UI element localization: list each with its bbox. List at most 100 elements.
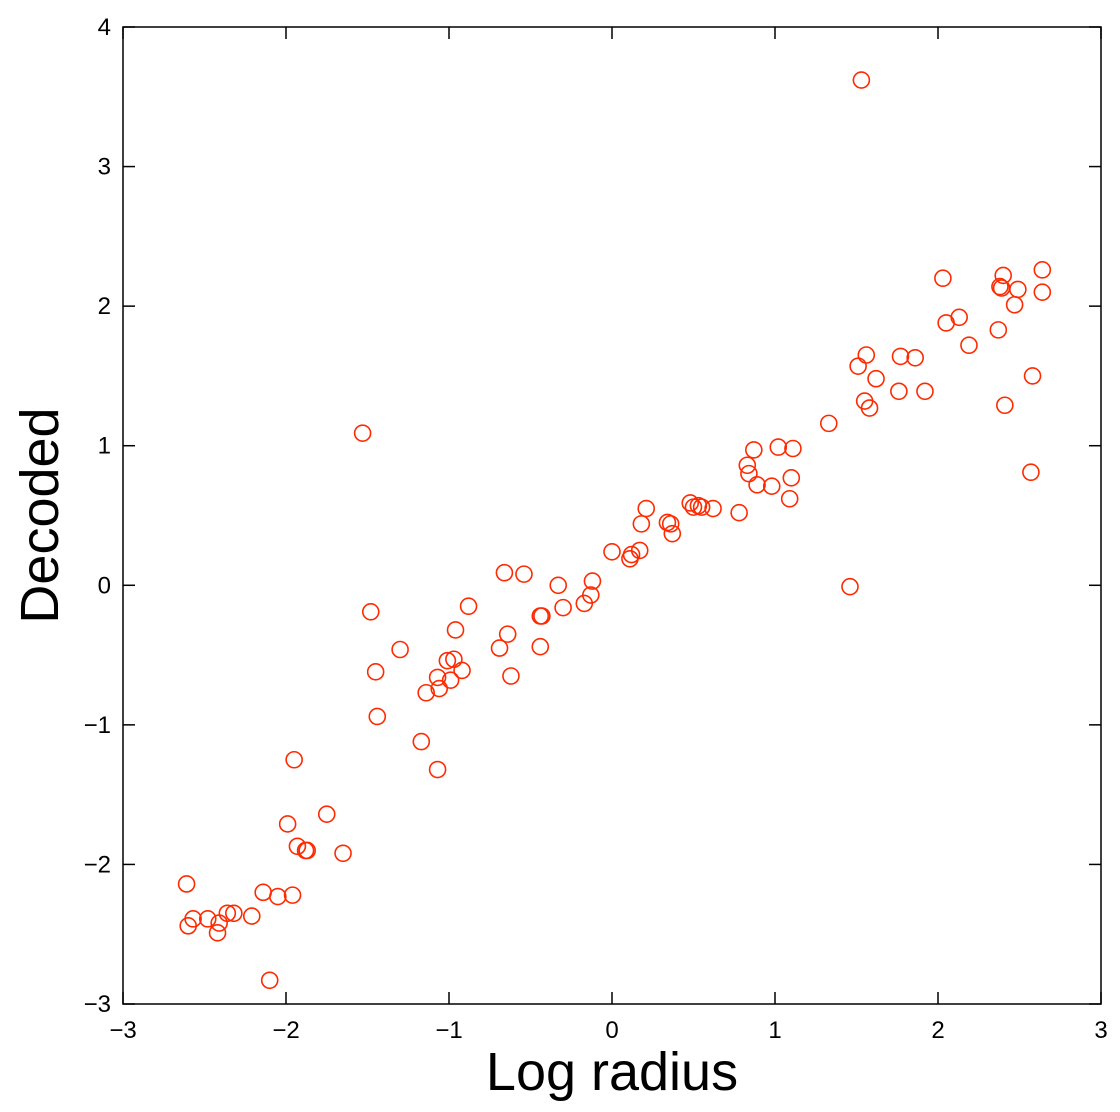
data-point	[502, 667, 520, 685]
data-point	[849, 357, 867, 375]
data-points	[177, 71, 1052, 990]
data-point	[285, 750, 303, 769]
data-point	[1033, 283, 1052, 301]
x-tick-label: −1	[435, 1017, 462, 1044]
data-point	[637, 499, 656, 518]
data-point	[780, 489, 799, 508]
data-point	[549, 576, 568, 595]
data-point	[498, 625, 517, 643]
data-point	[269, 887, 287, 906]
y-axis-label: Decoded	[10, 407, 70, 623]
data-point	[819, 414, 838, 433]
data-point	[934, 269, 952, 288]
data-point	[515, 565, 533, 583]
data-point	[441, 671, 460, 689]
data-point	[860, 399, 879, 417]
data-point	[630, 541, 649, 560]
data-point	[254, 883, 272, 902]
data-point	[317, 805, 336, 823]
data-point	[218, 904, 237, 923]
data-point	[260, 971, 279, 990]
y-tick-label: −2	[84, 851, 111, 878]
data-point	[417, 683, 435, 702]
data-point	[632, 515, 651, 533]
x-tick-label: 3	[1094, 1017, 1107, 1044]
data-point	[1033, 261, 1052, 279]
y-tick-label: 3	[98, 154, 111, 181]
data-point	[366, 663, 385, 681]
data-point	[906, 348, 924, 367]
data-point	[430, 679, 449, 698]
data-point	[890, 382, 908, 401]
data-point	[353, 424, 372, 442]
y-tick-label: −1	[84, 712, 111, 739]
data-point	[891, 347, 910, 366]
data-point	[1005, 295, 1024, 314]
y-tick-label: 1	[98, 433, 111, 460]
data-point	[994, 266, 1013, 285]
plot-frame	[122, 26, 1102, 1005]
data-point	[453, 661, 471, 680]
data-point	[857, 346, 876, 364]
data-point	[361, 603, 380, 621]
data-point	[784, 439, 802, 458]
data-point	[208, 924, 227, 942]
data-point	[368, 707, 387, 726]
data-point	[210, 914, 228, 932]
data-point	[184, 910, 202, 928]
y-axis-ticks: −3 −2 −1 0 1 2 3 4	[84, 14, 1101, 1018]
data-point	[704, 499, 722, 518]
data-point	[583, 572, 602, 590]
data-point	[852, 71, 871, 89]
y-tick-label: 4	[98, 14, 111, 41]
data-point	[582, 586, 600, 604]
y-tick-label: −3	[84, 991, 111, 1018]
data-point	[762, 477, 781, 495]
data-point	[661, 515, 680, 533]
x-axis-label: Log radius	[486, 1042, 738, 1102]
data-point	[681, 494, 700, 512]
data-point	[531, 637, 550, 656]
data-point	[459, 597, 478, 616]
data-point	[782, 469, 801, 487]
x-tick-label: −3	[109, 1017, 136, 1044]
data-point	[730, 503, 748, 522]
data-point	[554, 598, 572, 617]
data-point	[490, 639, 509, 657]
data-point	[438, 651, 457, 670]
data-point	[412, 732, 431, 751]
data-point	[841, 577, 859, 596]
data-point	[950, 308, 968, 327]
data-point	[334, 844, 352, 863]
data-point	[989, 321, 1008, 339]
x-tick-label: 1	[768, 1017, 781, 1044]
data-point	[495, 563, 514, 582]
data-point	[288, 837, 307, 856]
data-point	[283, 886, 302, 904]
x-tick-label: 0	[605, 1017, 618, 1044]
data-point	[622, 545, 641, 564]
data-point	[960, 336, 978, 355]
data-point	[428, 760, 447, 779]
data-point	[177, 875, 196, 893]
data-point	[692, 498, 711, 516]
data-point	[663, 524, 682, 543]
x-axis-ticks: −3 −2 −1 0 1 2 3	[109, 27, 1108, 1044]
data-point	[1009, 280, 1027, 299]
data-point	[298, 841, 316, 860]
data-point	[242, 907, 261, 925]
data-point	[428, 668, 447, 687]
data-point	[533, 607, 551, 625]
data-point	[446, 621, 465, 639]
data-point	[769, 438, 788, 456]
data-point	[867, 369, 885, 388]
data-point	[996, 396, 1014, 415]
y-tick-label: 2	[98, 293, 111, 320]
data-point	[916, 382, 934, 401]
data-point	[1022, 463, 1040, 482]
data-point	[738, 456, 757, 475]
data-point	[391, 640, 409, 659]
data-point	[1023, 367, 1042, 385]
data-point	[198, 910, 217, 928]
